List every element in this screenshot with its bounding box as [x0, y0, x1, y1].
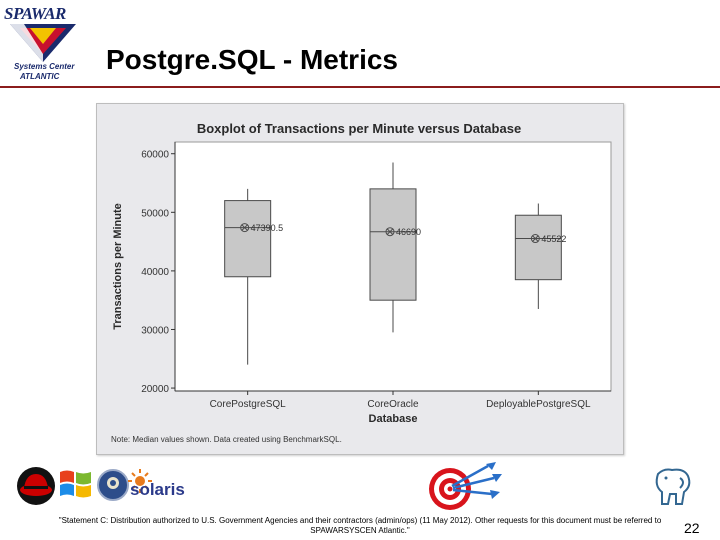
- solaris-wordmark: solaris: [130, 480, 185, 499]
- y-tick-label: 20000: [141, 384, 169, 395]
- bullseye-target-icon: [429, 462, 502, 510]
- median-marker: [240, 223, 250, 233]
- x-axis: CorePostgreSQL CoreOracle DeployablePostgr…: [175, 390, 611, 410]
- page-number: 22: [684, 520, 700, 536]
- y-tick-label: 60000: [141, 150, 169, 161]
- logo-subtitle-2: ATLANTIC: [20, 72, 60, 81]
- x-tick-label: CorePostgreSQL: [210, 399, 287, 410]
- gnome-logo-icon: [97, 469, 129, 501]
- distribution-statement: "Statement C: Distribution authorized to…: [58, 516, 662, 535]
- median-marker: [385, 227, 395, 237]
- x-tick-label: CoreOracle: [367, 399, 419, 410]
- y-tick-label: 40000: [141, 267, 169, 278]
- median-label: 47390.5: [251, 223, 284, 233]
- y-tick-label: 50000: [141, 208, 169, 219]
- redhat-logo-icon: [17, 467, 55, 505]
- boxplot-panel: Boxplot of Transactions per Minute versu…: [96, 103, 624, 455]
- box: [369, 188, 417, 301]
- x-tick-label: DeployablePostgreSQL: [486, 399, 591, 410]
- chart-note: Note: Median values shown. Data created …: [111, 435, 342, 444]
- boxes: 47390.5 46690 45522: [224, 162, 566, 365]
- logo-subtitle-1: Systems Center: [14, 62, 75, 71]
- logo-wordmark: SPAWAR: [4, 4, 66, 23]
- windows-logo-icon: [60, 470, 91, 498]
- slide-title: Postgre.SQL - Metrics: [106, 44, 399, 75]
- spawar-logo: SPAWAR Systems Center ATLANTIC: [4, 4, 84, 86]
- y-axis-label: Transactions per Minute: [112, 203, 124, 330]
- y-tick-label: 30000: [141, 325, 169, 336]
- median-label: 46690: [396, 227, 421, 237]
- box: [224, 200, 272, 278]
- x-axis-label: Database: [369, 413, 418, 425]
- spawar-emblem-icon: [10, 24, 76, 62]
- chart-title: Boxplot of Transactions per Minute versu…: [197, 121, 521, 136]
- title-divider: [0, 86, 720, 88]
- bottom-logo-row: solaris: [14, 462, 714, 512]
- median-marker: [530, 234, 540, 244]
- solaris-sun-icon: [128, 469, 152, 493]
- median-label: 45522: [541, 234, 566, 244]
- boxplot-chart: Boxplot of Transactions per Minute versu…: [97, 104, 623, 454]
- box: [514, 214, 562, 281]
- y-axis: 20000 30000 40000 50000 60000: [141, 142, 176, 395]
- postgresql-elephant-icon: [655, 468, 691, 505]
